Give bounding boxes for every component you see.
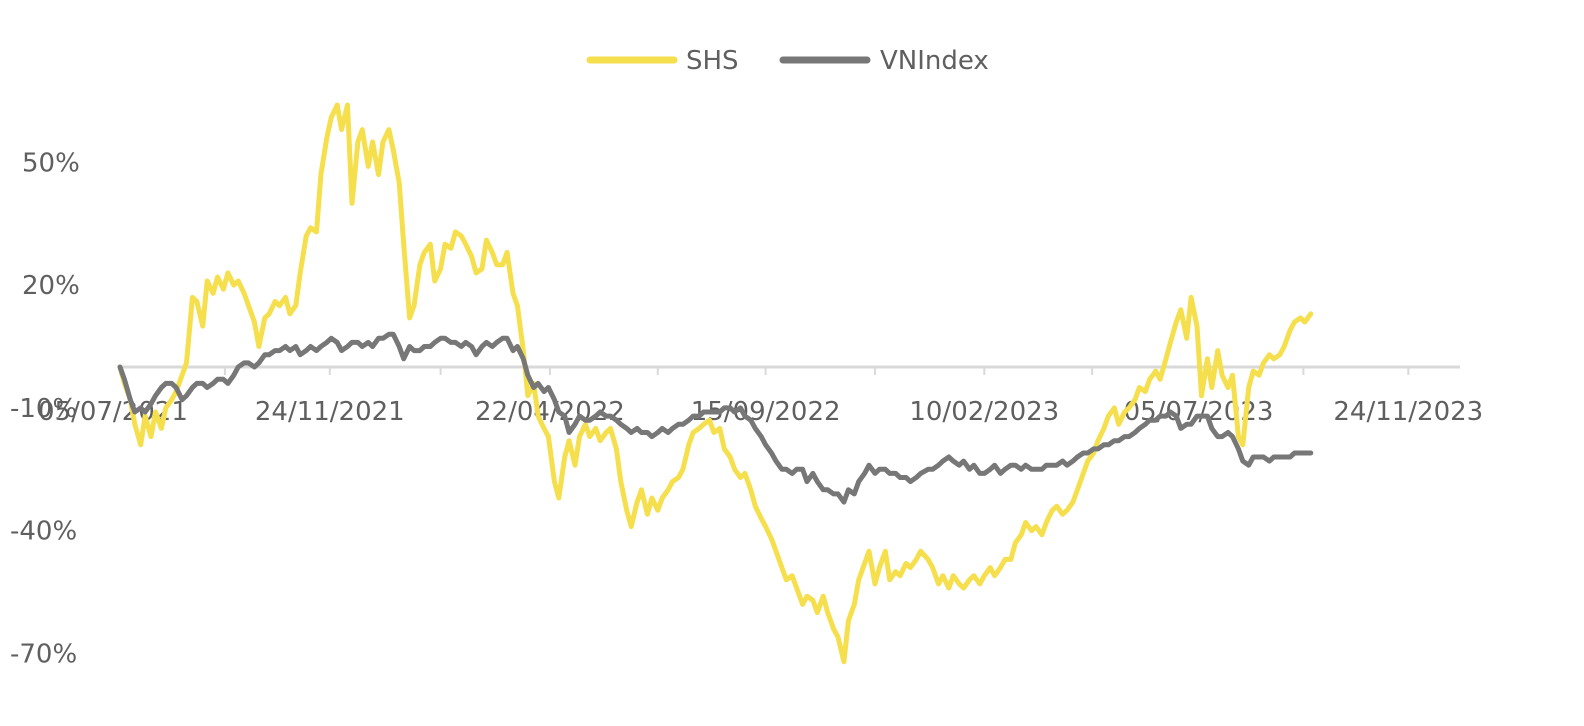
legend-item-vnindex: VNIndex	[779, 46, 989, 76]
legend-item-shs: SHS	[586, 46, 739, 76]
legend: SHS VNIndex	[586, 46, 989, 76]
axes: 50%20%-10%-40%-70%05/07/2021 24/11/2021 22…	[10, 148, 1483, 669]
legend-label-vnindex: VNIndex	[880, 46, 989, 76]
x-tick-label: 24/11/2021	[255, 397, 405, 427]
y-tick-label: -40%	[10, 517, 77, 547]
y-tick-label: 20%	[22, 271, 80, 301]
plot-lines	[117, 102, 1314, 665]
x-tick-label: 10/02/2023	[909, 397, 1059, 427]
y-tick-label: -10%	[10, 394, 77, 424]
legend-label-shs: SHS	[686, 46, 739, 76]
x-tick-label: 24/11/2023	[1333, 397, 1483, 427]
series-line-shs	[117, 102, 1314, 665]
y-tick-label: -70%	[10, 640, 77, 670]
y-tick-label: 50%	[22, 148, 80, 178]
series-line-vnindex	[117, 331, 1314, 505]
